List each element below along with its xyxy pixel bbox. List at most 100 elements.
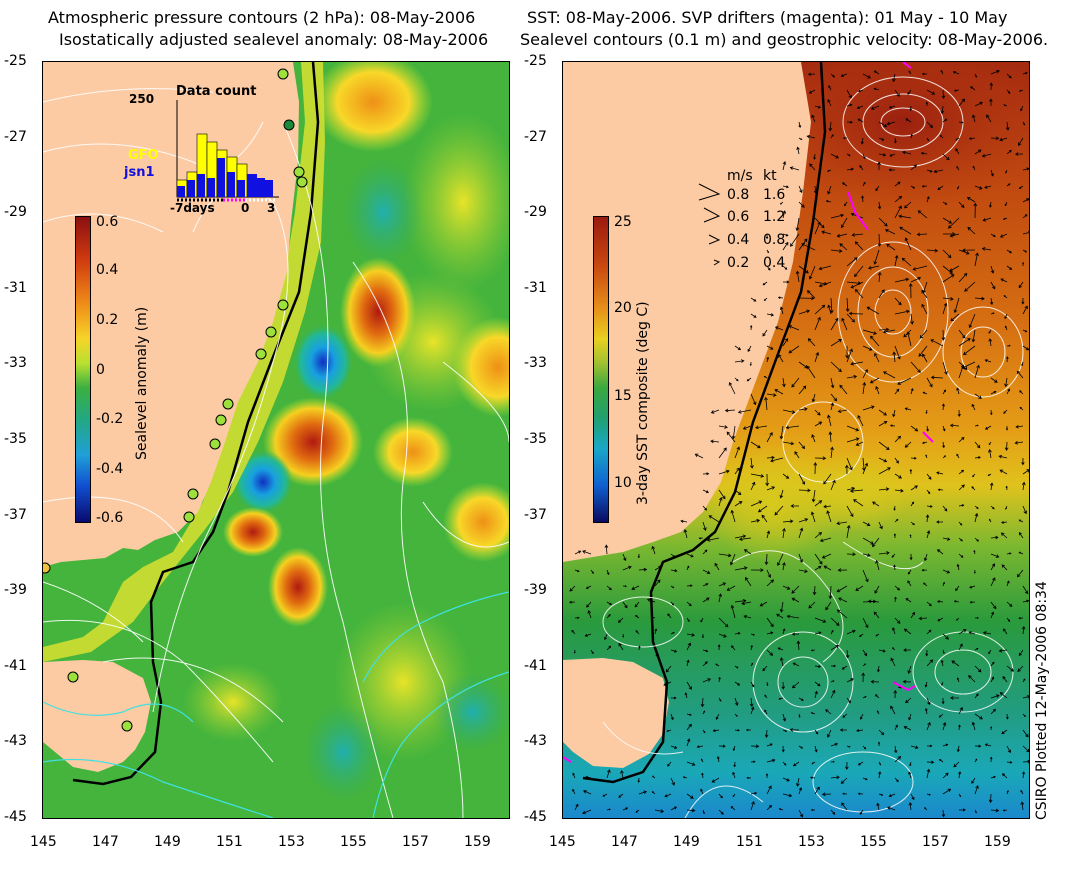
velocity-arrow bbox=[926, 697, 931, 706]
velocity-arrow bbox=[715, 663, 720, 667]
velocity-arrow bbox=[909, 534, 912, 539]
velocity-arrow bbox=[808, 89, 816, 94]
velocity-arrow bbox=[971, 329, 976, 343]
velocity-arrow bbox=[1020, 105, 1024, 112]
velocity-arrow bbox=[836, 609, 848, 619]
velocity-arrow bbox=[1018, 519, 1024, 523]
velocity-arrow bbox=[782, 210, 787, 219]
speed-legend-ms-header: m/s bbox=[727, 168, 753, 184]
velocity-arrow bbox=[958, 329, 966, 339]
velocity-arrow bbox=[894, 297, 902, 306]
velocity-arrow bbox=[798, 137, 803, 140]
velocity-arrow bbox=[894, 388, 900, 395]
velocity-arrow bbox=[766, 313, 775, 317]
velocity-arrow bbox=[974, 149, 982, 155]
velocity-arrow bbox=[764, 553, 769, 566]
velocity-arrow bbox=[862, 181, 866, 187]
velocity-arrow bbox=[989, 756, 993, 763]
velocity-arrow bbox=[698, 537, 704, 540]
velocity-arrow bbox=[862, 368, 868, 379]
velocity-arrow bbox=[750, 393, 757, 406]
velocity-arrow bbox=[750, 744, 760, 749]
velocity-arrow bbox=[859, 633, 864, 637]
velocity-arrow bbox=[942, 232, 956, 236]
velocity-arrow bbox=[702, 678, 712, 683]
velocity-arrow bbox=[765, 773, 769, 779]
velocity-arrow bbox=[814, 553, 823, 565]
velocity-arrow bbox=[870, 105, 880, 110]
velocity-arrow bbox=[814, 531, 823, 539]
y-tick-right: -45 bbox=[524, 809, 547, 825]
velocity-arrow bbox=[878, 761, 881, 766]
velocity-arrow bbox=[766, 758, 776, 763]
velocity-arrow bbox=[956, 617, 960, 621]
velocity-arrow bbox=[894, 254, 899, 267]
velocity-arrow bbox=[926, 530, 931, 539]
velocity-arrow bbox=[830, 479, 836, 491]
velocity-arrow bbox=[862, 649, 867, 657]
velocity-arrow bbox=[877, 271, 882, 283]
velocity-arrow bbox=[990, 708, 996, 715]
velocity-arrow bbox=[942, 721, 947, 731]
velocity-arrow bbox=[788, 325, 800, 331]
data-count-inset bbox=[176, 100, 279, 202]
velocity-arrow bbox=[1005, 485, 1008, 491]
velocity-arrow bbox=[1022, 72, 1028, 75]
velocity-arrow bbox=[973, 569, 976, 574]
velocity-arrow bbox=[806, 365, 816, 379]
velocity-arrow bbox=[1019, 406, 1024, 411]
sst-map bbox=[563, 62, 1029, 818]
velocity-arrow bbox=[1004, 441, 1009, 451]
velocity-arrow bbox=[856, 728, 864, 733]
velocity-arrow bbox=[875, 185, 880, 192]
velocity-arrow bbox=[846, 257, 858, 267]
velocity-arrow bbox=[798, 385, 807, 395]
velocity-arrow bbox=[877, 201, 882, 210]
velocity-arrow bbox=[926, 196, 930, 203]
velocity-arrow bbox=[918, 616, 928, 621]
velocity-arrow bbox=[702, 505, 707, 511]
velocity-arrow bbox=[854, 241, 864, 251]
velocity-arrow bbox=[795, 777, 800, 787]
velocity-arrow bbox=[857, 415, 864, 427]
velocity-arrow bbox=[766, 743, 773, 747]
velocity-arrow bbox=[706, 537, 720, 542]
velocity-arrow bbox=[654, 565, 662, 571]
velocity-arrow bbox=[830, 775, 840, 780]
velocity-arrow bbox=[811, 761, 816, 765]
velocity-arrow bbox=[1022, 305, 1028, 315]
velocity-arrow bbox=[1020, 801, 1025, 811]
velocity-arrow bbox=[779, 489, 784, 499]
velocity-arrow bbox=[974, 101, 984, 107]
x-tick-left: 153 bbox=[278, 834, 305, 850]
velocity-arrow bbox=[968, 137, 976, 140]
velocity-arrow bbox=[634, 615, 640, 619]
velocity-arrow bbox=[942, 633, 949, 640]
velocity-arrow bbox=[953, 600, 960, 603]
velocity-arrow bbox=[664, 793, 672, 798]
velocity-arrow bbox=[814, 690, 818, 699]
velocity-arrow bbox=[894, 473, 902, 479]
velocity-arrow bbox=[925, 649, 929, 657]
velocity-arrow bbox=[761, 514, 768, 523]
velocity-arrow bbox=[680, 519, 688, 523]
velocity-arrow bbox=[750, 473, 765, 478]
velocity-arrow bbox=[808, 265, 816, 280]
velocity-arrow bbox=[974, 296, 985, 301]
velocity-arrow bbox=[989, 82, 994, 91]
velocity-arrow bbox=[750, 800, 755, 811]
velocity-arrow bbox=[1022, 694, 1029, 699]
speed-row-3-ms: 0.4 bbox=[727, 232, 750, 248]
velocity-arrow bbox=[974, 456, 981, 459]
velocity-arrow bbox=[708, 515, 720, 523]
velocity-arrow bbox=[796, 146, 800, 155]
velocity-arrow bbox=[942, 505, 948, 512]
speed-row-2-ms: 0.6 bbox=[727, 209, 750, 225]
velocity-arrow bbox=[921, 72, 928, 76]
velocity-arrow bbox=[999, 692, 1008, 699]
velocity-arrow bbox=[807, 338, 816, 347]
velocity-arrow bbox=[926, 601, 932, 607]
velocity-arrow bbox=[747, 345, 752, 353]
velocity-arrow bbox=[1020, 789, 1024, 795]
velocity-arrow bbox=[919, 329, 928, 339]
